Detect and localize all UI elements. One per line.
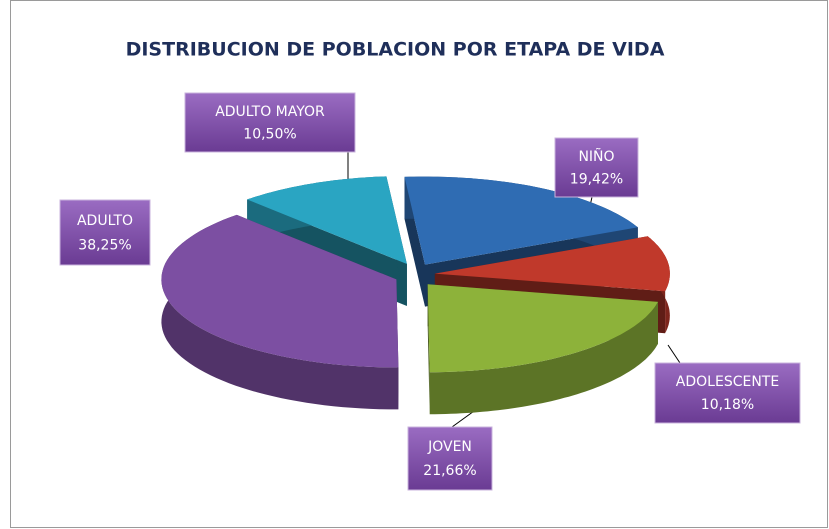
label-name: ADOLESCENTE — [676, 374, 779, 390]
label-box — [554, 137, 639, 198]
label-box — [654, 362, 801, 424]
label-value: 38,25% — [78, 238, 131, 254]
slice-wall — [427, 284, 430, 415]
label-value: 10,18% — [701, 397, 754, 413]
label-box — [407, 426, 493, 491]
data-labels: NIÑO 19,42% ADOLESCENTE 10,18% JOVEN 21,66% AD… — [59, 92, 801, 491]
label-name: JOVEN — [427, 439, 472, 455]
label-name: ADULTO — [77, 213, 133, 229]
slice — [427, 284, 658, 373]
label-value: 19,42% — [570, 171, 623, 187]
pie — [161, 176, 670, 415]
label-value: 21,66% — [423, 463, 476, 479]
slice-side — [161, 214, 399, 410]
slice — [404, 176, 638, 265]
chart-title: DISTRIBUCION DE POBLACION POR ETAPA DE V… — [126, 39, 665, 61]
slice — [434, 236, 670, 292]
label-name: ADULTO MAYOR — [215, 104, 325, 120]
slice-side — [429, 301, 658, 415]
slice — [247, 176, 407, 264]
label-box — [184, 92, 356, 153]
label-box — [59, 199, 151, 266]
slice — [161, 214, 399, 368]
label-value: 10,50% — [243, 126, 296, 142]
label-name: NIÑO — [578, 148, 614, 165]
